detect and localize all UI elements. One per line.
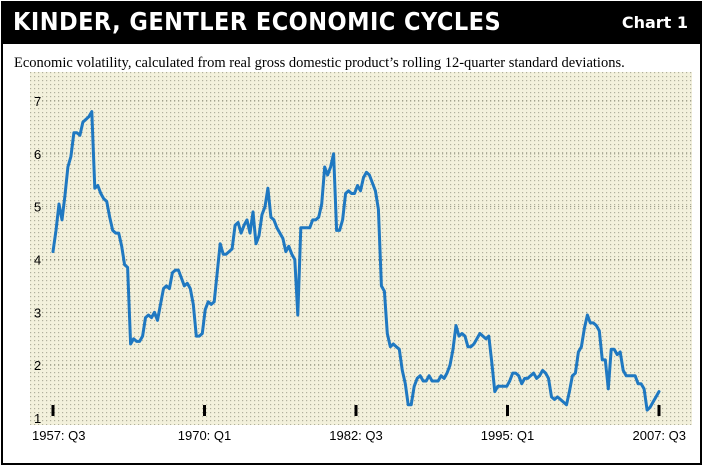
- plot-grid-texture: [30, 72, 692, 425]
- x-tick-label: 1982: Q3: [329, 428, 383, 443]
- x-tick-label: 2007: Q3: [633, 428, 687, 443]
- x-tick-mark: [506, 405, 509, 416]
- x-tick-mark: [51, 405, 55, 416]
- x-tick-mark: [657, 405, 661, 416]
- y-tick-label: 1: [34, 411, 41, 426]
- x-tick-label: 1970: Q1: [178, 428, 232, 443]
- y-tick-label: 3: [34, 305, 41, 320]
- chart-subtitle: Economic volatility, calculated from rea…: [14, 55, 625, 71]
- chart-header: KINDER, GENTLER ECONOMIC CYCLES Chart 1: [3, 3, 700, 44]
- y-tick-label: 7: [34, 94, 41, 109]
- y-tick-label: 4: [34, 253, 41, 268]
- chart-title: KINDER, GENTLER ECONOMIC CYCLES: [13, 7, 502, 36]
- x-tick-label: 1995: Q1: [481, 428, 535, 443]
- x-tick-label: 1957: Q3: [32, 428, 86, 443]
- y-tick-label: 6: [34, 147, 41, 162]
- x-tick-mark: [354, 405, 358, 416]
- volatility-series-line: [51, 110, 661, 412]
- x-tick-mark: [203, 405, 206, 416]
- y-tick-label: 2: [34, 358, 41, 373]
- chart-number: Chart 1: [621, 13, 688, 32]
- y-tick-label: 5: [34, 200, 41, 215]
